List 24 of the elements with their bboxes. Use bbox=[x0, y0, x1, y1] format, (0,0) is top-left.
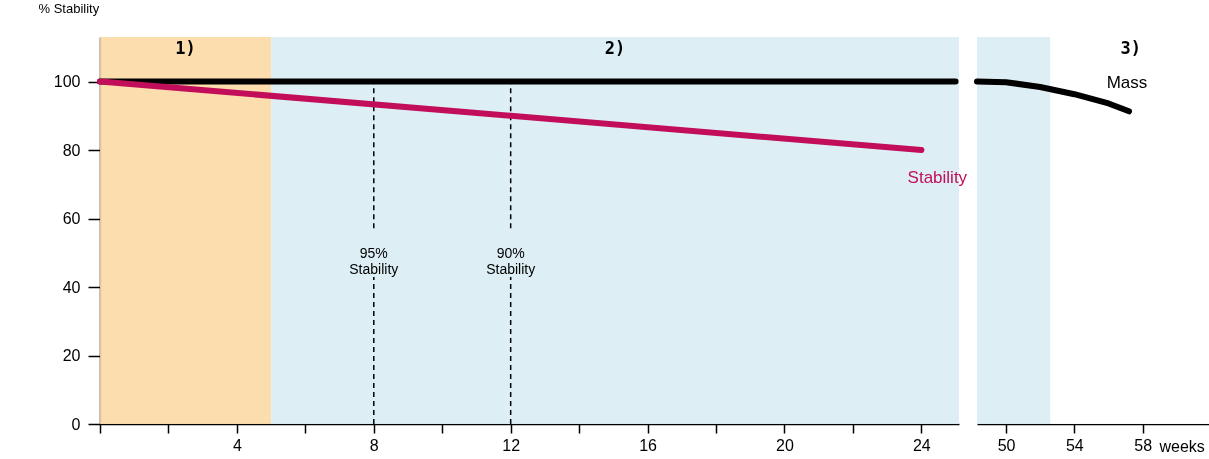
band-label: 3) bbox=[1120, 38, 1141, 58]
series-label: Mass bbox=[1106, 73, 1148, 93]
x-tick-label: 20 bbox=[776, 436, 794, 454]
y-tick-label: 60 bbox=[62, 210, 81, 228]
band-label: 2) bbox=[604, 38, 626, 58]
x-tick-label: 8 bbox=[369, 436, 379, 454]
y-tick-label: 40 bbox=[62, 278, 81, 296]
y-tick-label: 0 bbox=[71, 415, 81, 433]
y-tick-label: 20 bbox=[62, 347, 81, 364]
x-tick-label: 4 bbox=[232, 436, 242, 454]
ref-line-label: 95% Stability bbox=[349, 244, 399, 277]
x-tick-label: 58 bbox=[1134, 436, 1153, 454]
x-tick-label: 12 bbox=[502, 436, 521, 454]
band-label: 1) bbox=[175, 38, 196, 58]
x-axis-title: weeks bbox=[1158, 437, 1205, 455]
ref-line-label: 90% Stability bbox=[486, 244, 536, 277]
x-tick-label: 54 bbox=[1065, 436, 1084, 454]
x-tick-label: 16 bbox=[639, 436, 658, 454]
x-tick-label: 50 bbox=[997, 436, 1016, 454]
y-tick-label: 80 bbox=[62, 141, 81, 159]
x-tick-label: 24 bbox=[912, 436, 931, 454]
y-tick-label: 100 bbox=[53, 73, 81, 91]
series-label: Stability bbox=[907, 168, 968, 188]
y-axis-title: % Stability bbox=[38, 0, 100, 16]
